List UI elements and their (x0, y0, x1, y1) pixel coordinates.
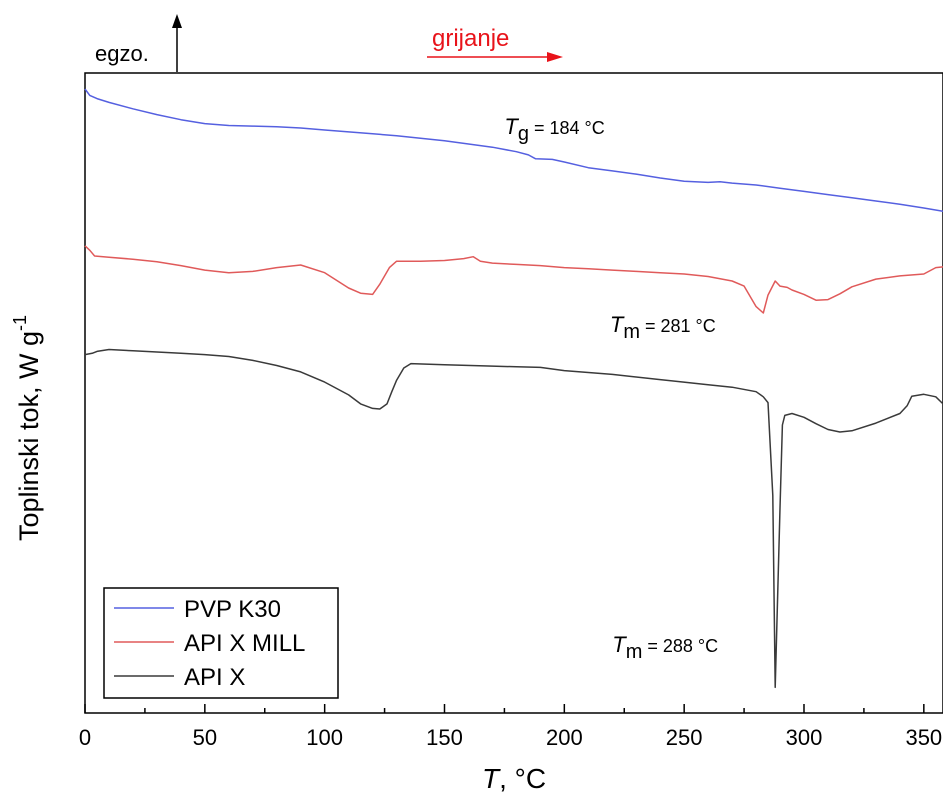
heating-label: grijanje (432, 25, 509, 52)
x-tick-label: 100 (306, 725, 343, 750)
annotation-m-1: Tm = 281 °C (610, 312, 716, 343)
legend: PVP K30 API X MILL API X (103, 587, 339, 699)
exo-arrow-head (172, 14, 182, 28)
series-line-api-x-mill (84, 245, 943, 314)
x-axis-ticks: 0 50 100 150 200 250 300 350 (79, 704, 942, 750)
annotation-g-0: Tg = 184 °C (504, 114, 604, 145)
y-axis-label: Toplinski tok, W g-1 (10, 315, 44, 541)
x-tick-label: 200 (546, 725, 583, 750)
annotations: Tg = 184 °C Tm = 281 °C Tm = 288 °C (504, 114, 718, 663)
legend-label-api-x: API X (184, 664, 245, 691)
x-tick-label: 350 (905, 725, 942, 750)
x-tick-label: 250 (666, 725, 703, 750)
legend-label-pvp-k30: PVP K30 (184, 596, 281, 623)
annotation-m-2: Tm = 288 °C (612, 632, 718, 663)
series-group (84, 88, 943, 689)
series-line-api-x (84, 348, 943, 689)
x-axis-label: T, °C (482, 763, 546, 794)
x-tick-label: 150 (426, 725, 463, 750)
x-tick-label: 300 (786, 725, 823, 750)
legend-box (103, 587, 339, 699)
legend-label-api-x-mill: API X MILL (184, 630, 305, 657)
plot-frame (84, 72, 943, 714)
x-tick-label: 50 (193, 725, 217, 750)
x-tick-label: 0 (79, 725, 91, 750)
heating-arrow-head (547, 52, 563, 62)
series-line-pvp-k30 (84, 88, 943, 212)
exo-label: egzo. (95, 41, 149, 66)
